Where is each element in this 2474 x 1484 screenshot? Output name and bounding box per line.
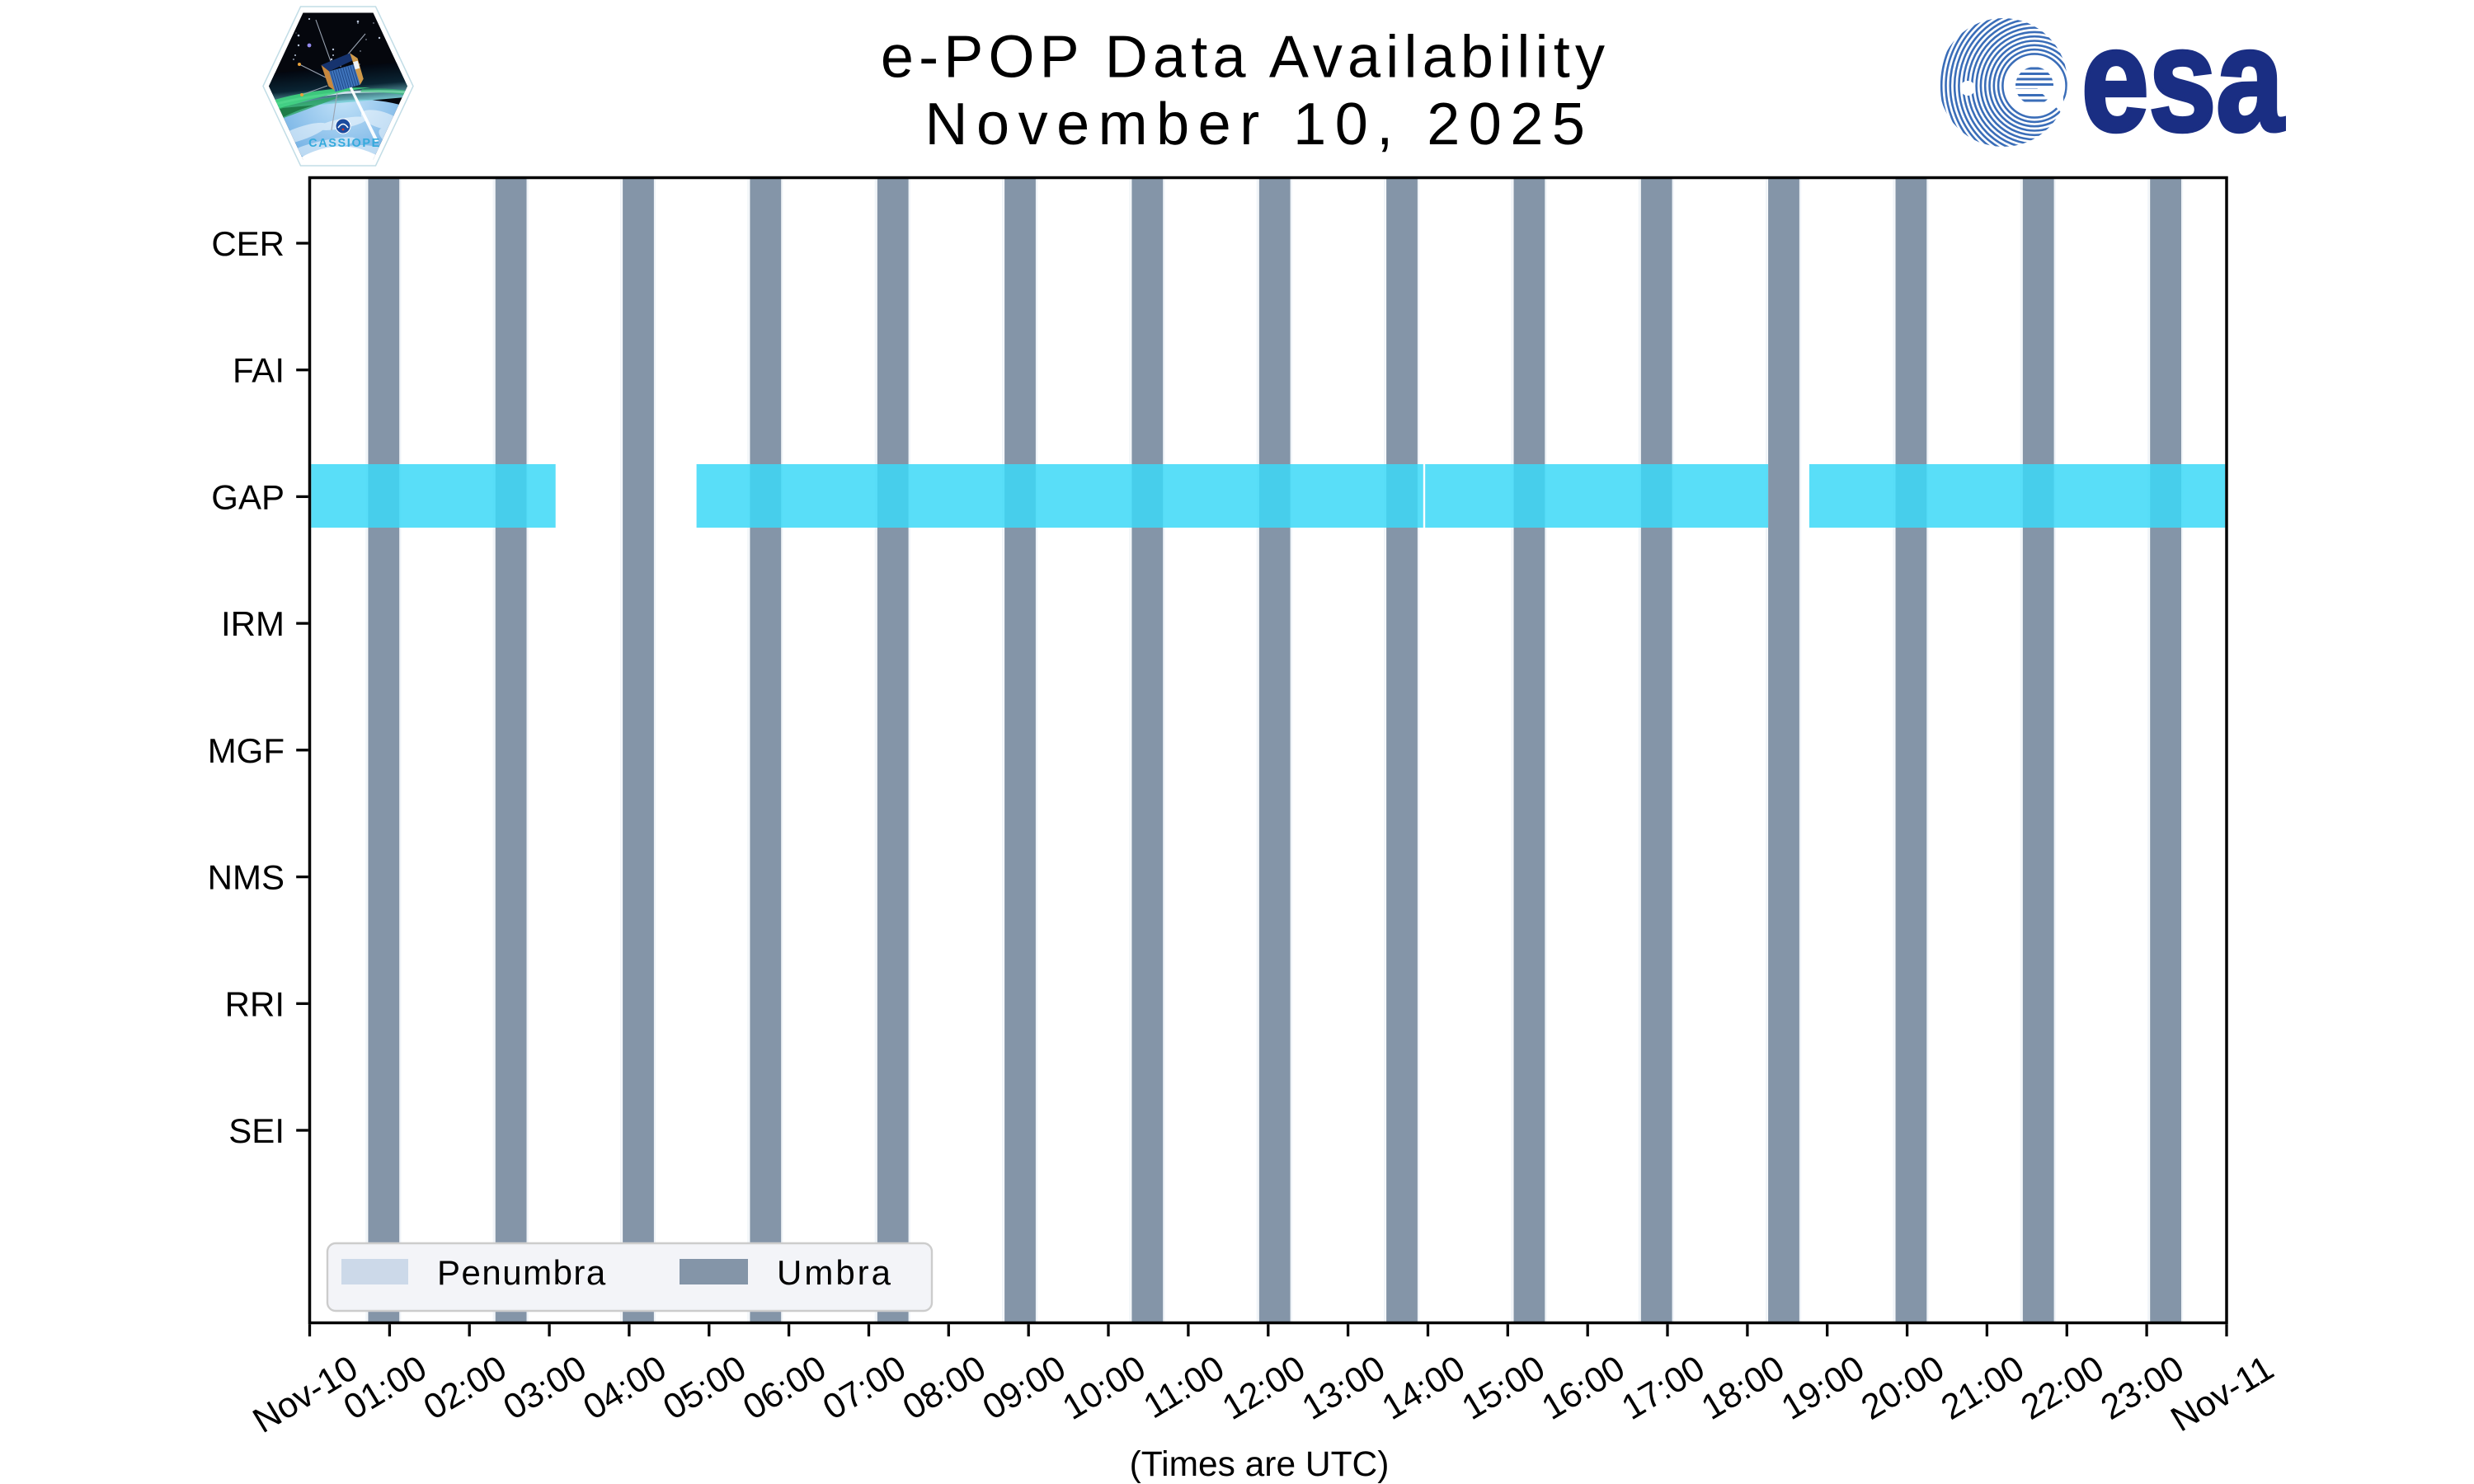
svg-text:CER: CER (211, 224, 285, 263)
svg-text:FAI: FAI (233, 351, 285, 390)
svg-text:November 10, 2025: November 10, 2025 (925, 92, 1594, 157)
svg-text:IRM: IRM (221, 604, 285, 643)
svg-text:NMS: NMS (208, 858, 285, 897)
svg-text:(Times are UTC): (Times are UTC) (1130, 1445, 1390, 1484)
svg-text:GAP: GAP (211, 477, 285, 516)
svg-text:Penumbra: Penumbra (437, 1253, 607, 1292)
svg-text:RRI: RRI (225, 984, 285, 1023)
svg-text:e-POP Data Availability: e-POP Data Availability (881, 25, 1610, 91)
svg-text:MGF: MGF (208, 731, 285, 770)
svg-text:Umbra: Umbra (777, 1253, 893, 1292)
svg-text:SEI: SEI (228, 1111, 285, 1150)
svg-text:esa: esa (2081, 0, 2285, 162)
svg-text:CASSIOPE: CASSIOPE (308, 137, 381, 150)
